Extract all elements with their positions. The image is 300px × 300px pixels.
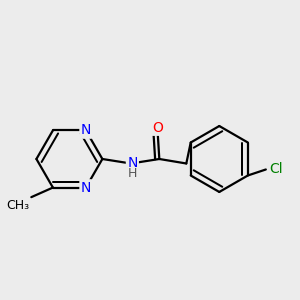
Text: N: N (81, 181, 91, 195)
Text: H: H (128, 167, 137, 180)
Text: CH₃: CH₃ (7, 199, 30, 212)
Text: O: O (152, 121, 163, 134)
Text: N: N (81, 123, 91, 137)
Text: Cl: Cl (269, 162, 283, 176)
Text: N: N (127, 157, 137, 170)
